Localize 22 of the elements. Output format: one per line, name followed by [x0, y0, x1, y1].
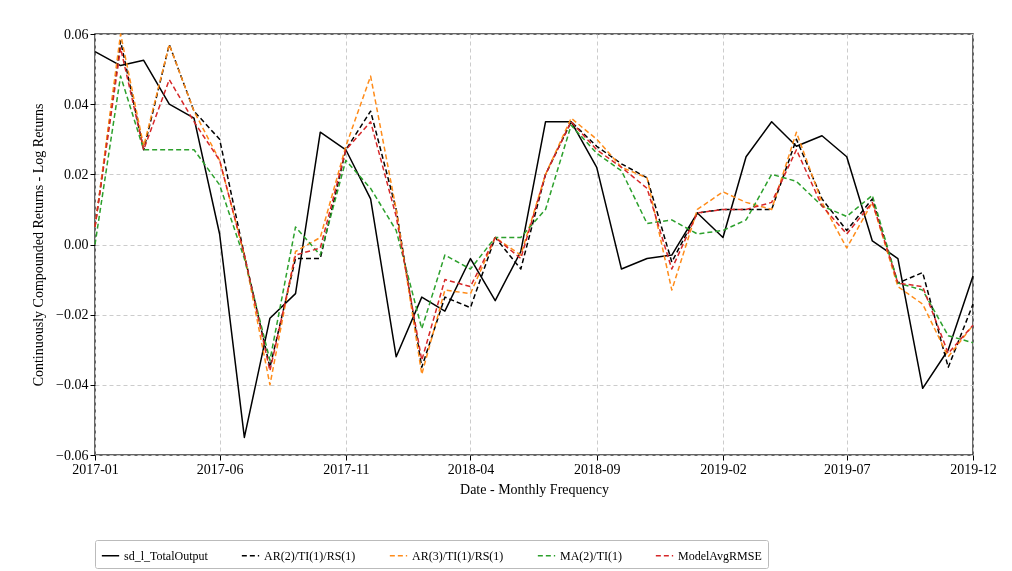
- y-tick-label: 0.06: [64, 26, 89, 42]
- legend-label: AR(3)/TI(1)/RS(1): [412, 548, 504, 563]
- x-tick-label: 2018-09: [573, 461, 621, 477]
- y-axis-title: Continuously Compounded Returns - Log Returns: [31, 103, 47, 387]
- y-tick-label: 0.00: [64, 237, 89, 252]
- x-tick-label: 2019-12: [950, 461, 997, 477]
- x-tick-label: 2018-04: [447, 461, 495, 477]
- legend-label: AR(2)/TI(1)/RS(1): [264, 548, 356, 563]
- x-tick-label: 2019-02: [700, 461, 747, 477]
- legend-label: sd_l_TotalOutput: [124, 548, 209, 563]
- y-tick-label: −0.06: [56, 447, 89, 463]
- x-axis-title: Date - Monthly Frequency: [460, 481, 609, 497]
- y-tick-label: 0.02: [64, 166, 89, 182]
- x-tick-label: 2017-11: [323, 461, 370, 477]
- y-tick-label: −0.04: [56, 377, 89, 393]
- y-tick-label: 0.04: [64, 96, 89, 112]
- y-tick-label: −0.02: [56, 307, 89, 323]
- x-tick-label: 2017-06: [196, 461, 244, 477]
- x-tick-label: 2017-01: [72, 461, 119, 477]
- legend-label: ModelAvgRMSE: [678, 548, 762, 563]
- x-tick-label: 2019-07: [823, 461, 871, 477]
- legend-label: MA(2)/TI(1): [560, 548, 622, 563]
